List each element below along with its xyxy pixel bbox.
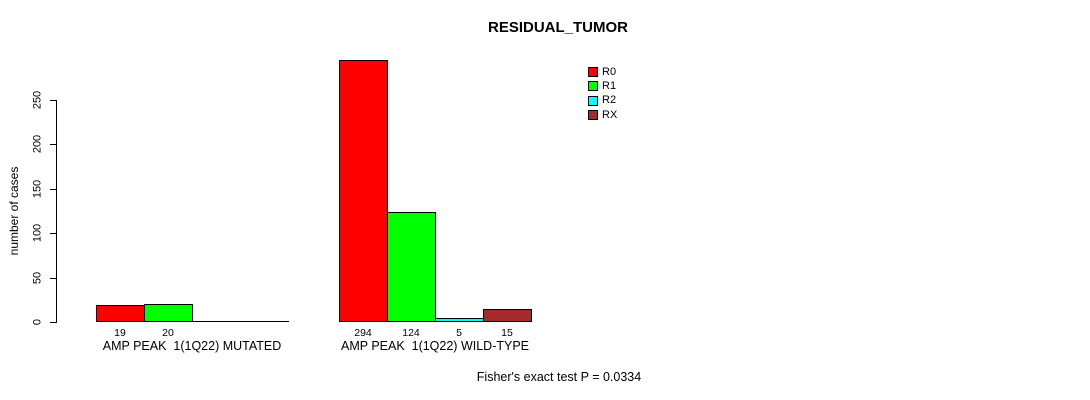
y-tick-label: 0: [31, 318, 44, 326]
chart-title: RESIDUAL_TUMOR: [487, 19, 629, 36]
legend-swatch-r2: [588, 95, 598, 106]
y-tick-label: 200: [31, 134, 44, 154]
legend-label: R2: [602, 94, 617, 107]
y-tick: [50, 278, 57, 279]
bar-r0-2: [339, 60, 388, 322]
legend-item: R0: [588, 65, 617, 79]
bar-rx-2: [483, 309, 532, 322]
bar-value-label: 15: [501, 327, 513, 339]
bar-value-label: 20: [162, 327, 174, 339]
y-tick: [50, 100, 57, 101]
bar-value-label: 294: [354, 327, 372, 339]
category-label: AMP PEAK 1(1Q22) WILD-TYPE: [340, 339, 530, 353]
y-axis-line: [56, 100, 57, 323]
bar-r2-2: [435, 318, 484, 322]
bar-value-label: 5: [456, 327, 462, 339]
y-tick-label: 150: [31, 179, 44, 199]
y-tick: [50, 322, 57, 323]
legend-label: RX: [602, 108, 618, 121]
y-axis-label: number of cases: [7, 166, 21, 256]
legend-swatch-r1: [588, 81, 598, 92]
legend-item: R1: [588, 79, 617, 93]
y-tick: [50, 144, 57, 145]
category-label: AMP PEAK 1(1Q22) MUTATED: [102, 339, 282, 353]
y-tick: [50, 233, 57, 234]
stat-test-annotation: Fisher's exact test P = 0.0334: [476, 370, 642, 384]
legend-item: RX: [588, 108, 617, 122]
legend-swatch-r0: [588, 67, 598, 78]
legend-swatch-rx: [588, 110, 598, 121]
y-tick-label: 100: [31, 223, 44, 243]
bar-value-label: 124: [402, 327, 420, 339]
y-tick-label: 250: [31, 90, 44, 110]
y-tick: [50, 189, 57, 190]
legend-item: R2: [588, 94, 617, 108]
bar-r0-1: [96, 305, 145, 322]
bar-value-label: 19: [114, 327, 126, 339]
bar-r1-2: [387, 212, 436, 322]
bar-r1-1: [144, 304, 193, 322]
legend-label: R1: [602, 79, 617, 92]
legend: R0 R1 R2 RX: [588, 65, 617, 122]
y-tick-label: 50: [31, 271, 44, 285]
legend-label: R0: [602, 65, 617, 78]
